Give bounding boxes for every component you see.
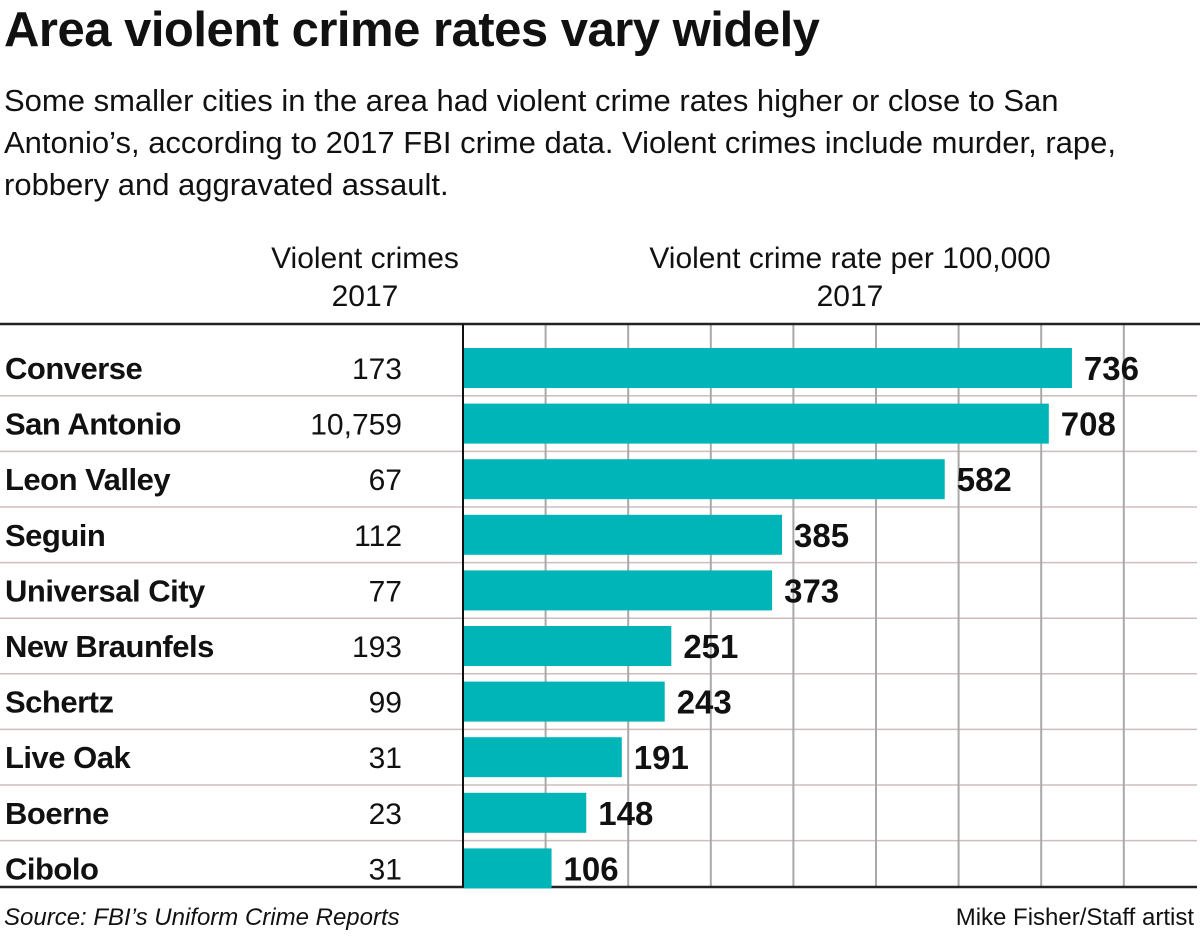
bar-value-label: 191 (634, 739, 689, 776)
bar (464, 737, 622, 778)
city-label: Leon Valley (5, 462, 171, 497)
bar-value-label: 251 (683, 628, 738, 665)
violent-crimes-value: 77 (369, 575, 402, 608)
city-label: Live Oak (5, 740, 131, 775)
bar-value-label: 708 (1061, 406, 1116, 443)
header-line: Violent crimes (271, 242, 459, 275)
violent-crimes-value: 99 (369, 687, 402, 720)
bar (464, 626, 672, 666)
bar (464, 848, 552, 889)
violent-crimes-value: 10,759 (310, 409, 402, 442)
city-label: Universal City (5, 573, 206, 608)
header-year: 2017 (816, 280, 884, 313)
bar (464, 403, 1049, 444)
bar-value-label: 106 (564, 850, 619, 887)
city-label: Schertz (5, 685, 113, 720)
header-line: Violent crime rate per 100,000 (649, 242, 1051, 275)
city-label: Cibolo (5, 851, 98, 886)
violent-crimes-column-header: Violent crimes 2017 (230, 240, 500, 316)
violent-crimes-value: 31 (369, 853, 402, 886)
violent-crimes-value: 67 (369, 464, 402, 497)
rate-column-header: Violent crime rate per 100,000 2017 (590, 240, 1110, 316)
bar (464, 459, 945, 500)
violent-crimes-value: 112 (354, 520, 402, 553)
violent-crimes-value: 193 (352, 631, 402, 664)
city-label: Seguin (5, 518, 105, 553)
bar (464, 514, 783, 555)
bar (464, 570, 773, 611)
bar-value-label: 385 (794, 517, 849, 554)
city-label: San Antonio (5, 407, 181, 442)
city-label: Converse (5, 351, 143, 386)
bar-value-label: 582 (957, 461, 1012, 498)
chart-title: Area violent crime rates vary widely (4, 3, 820, 57)
city-label: New Braunfels (5, 629, 214, 664)
source-note: Source: FBI’s Uniform Crime Reports (4, 904, 400, 931)
chart-subtitle: Some smaller cities in the area had viol… (4, 83, 1116, 202)
violent-crimes-value: 31 (369, 742, 402, 775)
bar-value-label: 736 (1084, 350, 1139, 387)
bar (464, 681, 665, 722)
violent-crimes-value: 173 (352, 353, 402, 386)
violent-crimes-value: 23 (369, 798, 402, 831)
artist-credit: Mike Fisher/Staff artist (955, 904, 1194, 931)
bar-value-label: 243 (677, 684, 732, 721)
bar (464, 348, 1072, 388)
city-label: Boerne (5, 796, 109, 831)
bar-value-label: 373 (784, 572, 839, 609)
header-year: 2017 (331, 280, 399, 313)
bar-value-label: 148 (598, 795, 653, 832)
bar (464, 792, 587, 833)
